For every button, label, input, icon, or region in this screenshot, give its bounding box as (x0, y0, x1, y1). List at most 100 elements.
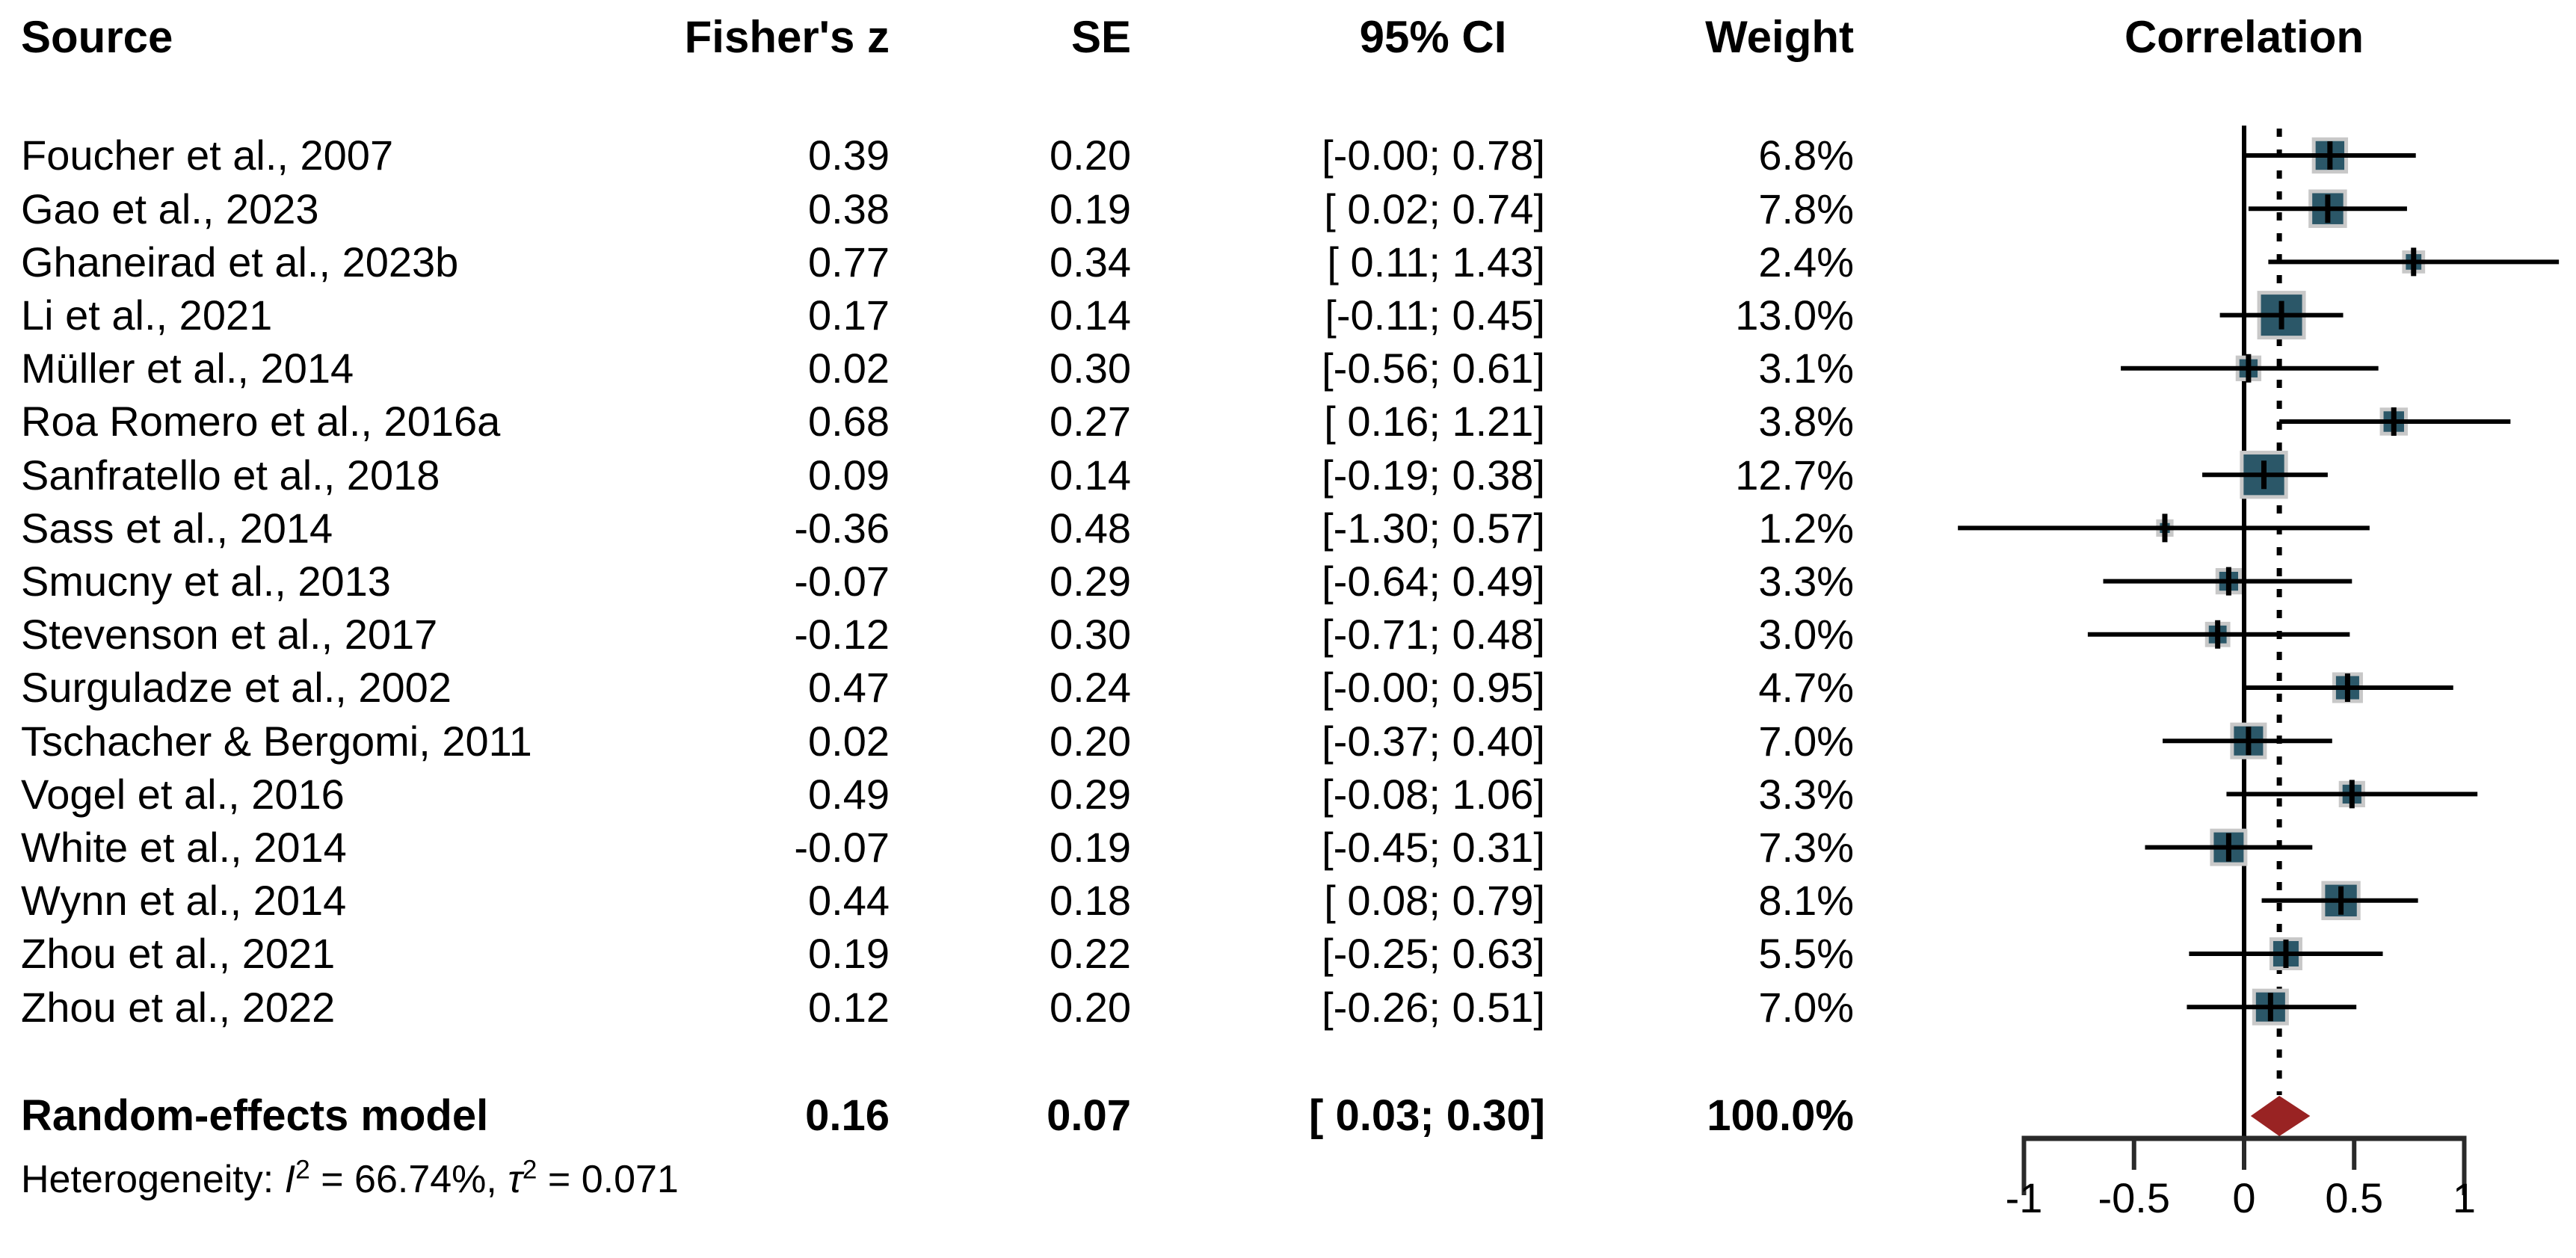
study-row: Foucher et al., 2007 0.39 0.20 [-0.00; 0.78… (0, 129, 2576, 182)
study-row: Sass et al., 2014 -0.36 0.48 [-1.30; 0.57] 1… (0, 502, 2576, 555)
column-header-se: SE (1070, 12, 1131, 62)
cell-fishers-z: -0.12 (794, 611, 890, 659)
summary-row: Random-effects model 0.16 0.07 [ 0.03; 0… (0, 1089, 2576, 1143)
cell-95ci: [-0.71; 0.48] (1322, 611, 1545, 659)
cell-fishers-z: 0.38 (808, 185, 890, 232)
cell-fishers-z: 0.02 (808, 717, 890, 765)
cell-se: 0.18 (1050, 877, 1131, 925)
cell-fishers-z: 0.77 (808, 238, 890, 286)
cell-se: 0.19 (1050, 185, 1131, 232)
cell-se: 0.20 (1050, 983, 1131, 1031)
summary-fishers-z: 0.16 (805, 1091, 890, 1141)
cell-weight: 3.3% (1758, 558, 1854, 605)
het-i-symbol: I (284, 1158, 296, 1201)
cell-fishers-z: 0.17 (808, 292, 890, 339)
study-row: Müller et al., 2014 0.02 0.30 [-0.56; 0.61]… (0, 342, 2576, 395)
cell-se: 0.29 (1050, 770, 1131, 818)
x-axis-tick-label: -1 (2006, 1174, 2043, 1221)
cell-95ci: [-0.25; 0.63] (1322, 930, 1545, 978)
cell-se: 0.30 (1050, 611, 1131, 659)
x-axis-tick-label: -0.5 (2098, 1174, 2171, 1221)
cell-fishers-z: 0.39 (808, 132, 890, 179)
study-row: Wynn et al., 2014 0.44 0.18 [ 0.08; 0.79] 8.… (0, 874, 2576, 927)
summary-95ci: [ 0.03; 0.30] (1309, 1091, 1545, 1141)
cell-source: Zhou et al., 2021 (21, 930, 336, 978)
summary-label: Random-effects model (21, 1091, 489, 1141)
cell-se: 0.19 (1050, 824, 1131, 871)
cell-weight: 3.1% (1758, 345, 1854, 392)
study-row: Smucny et al., 2013 -0.07 0.29 [-0.64; 0.49… (0, 555, 2576, 608)
cell-source: Surguladze et al., 2002 (21, 664, 452, 712)
x-axis-tick-label: 0 (2232, 1174, 2255, 1221)
cell-weight: 7.3% (1758, 824, 1854, 871)
cell-fishers-z: 0.47 (808, 664, 890, 712)
cell-se: 0.34 (1050, 238, 1131, 286)
study-row: Stevenson et al., 2017 -0.12 0.30 [-0.71; 0… (0, 608, 2576, 661)
study-row: White et al., 2014 -0.07 0.19 [-0.45; 0.31]… (0, 821, 2576, 874)
cell-weight: 2.4% (1758, 238, 1854, 286)
cell-se: 0.20 (1050, 132, 1131, 179)
cell-source: Stevenson et al., 2017 (21, 611, 438, 659)
cell-fishers-z: -0.36 (794, 504, 890, 552)
cell-source: Sass et al., 2014 (21, 504, 333, 552)
cell-fishers-z: 0.09 (808, 451, 890, 499)
study-row: Tschacher & Bergomi, 2011 0.02 0.20 [-0.37;… (0, 715, 2576, 768)
cell-se: 0.14 (1050, 451, 1131, 499)
cell-95ci: [-0.08; 1.06] (1322, 770, 1545, 818)
cell-source: Sanfratello et al., 2018 (21, 451, 440, 499)
cell-95ci: [ 0.16; 1.21] (1324, 398, 1545, 445)
cell-source: Li et al., 2021 (21, 292, 273, 339)
cell-fishers-z: 0.19 (808, 930, 890, 978)
het-prefix: Heterogeneity: (21, 1158, 285, 1201)
study-row: Sanfratello et al., 2018 0.09 0.14 [-0.19; … (0, 448, 2576, 502)
cell-weight: 6.8% (1758, 132, 1854, 179)
cell-source: Vogel et al., 2016 (21, 770, 345, 818)
study-row: Surguladze et al., 2002 0.47 0.24 [-0.00; 0… (0, 661, 2576, 714)
cell-95ci: [-0.56; 0.61] (1322, 345, 1545, 392)
cell-source: Ghaneirad et al., 2023b (21, 238, 459, 286)
cell-weight: 13.0% (1735, 292, 1854, 339)
cell-se: 0.29 (1050, 558, 1131, 605)
column-header-source: Source (21, 12, 173, 62)
heterogeneity-note: Heterogeneity: I2 = 66.74%, τ2 = 0.071 (21, 1156, 679, 1203)
cell-95ci: [ 0.08; 0.79] (1324, 877, 1545, 925)
x-axis-tick-label: 1 (2453, 1174, 2476, 1221)
cell-weight: 12.7% (1735, 451, 1854, 499)
cell-se: 0.24 (1050, 664, 1131, 712)
summary-weight: 100.0% (1707, 1091, 1854, 1141)
cell-source: Zhou et al., 2022 (21, 983, 336, 1031)
cell-source: Smucny et al., 2013 (21, 558, 391, 605)
cell-95ci: [-0.45; 0.31] (1322, 824, 1545, 871)
summary-se: 0.07 (1047, 1091, 1131, 1141)
study-row: Zhou et al., 2021 0.19 0.22 [-0.25; 0.63] 5.… (0, 927, 2576, 980)
cell-95ci: [-0.19; 0.38] (1322, 451, 1545, 499)
cell-source: Roa Romero et al., 2016a (21, 398, 501, 445)
cell-se: 0.14 (1050, 292, 1131, 339)
cell-95ci: [-0.64; 0.49] (1322, 558, 1545, 605)
cell-fishers-z: 0.44 (808, 877, 890, 925)
cell-se: 0.48 (1050, 504, 1131, 552)
study-row: Roa Romero et al., 2016a 0.68 0.27 [ 0.16; … (0, 395, 2576, 448)
cell-source: White et al., 2014 (21, 824, 347, 871)
cell-se: 0.20 (1050, 717, 1131, 765)
cell-fishers-z: -0.07 (794, 558, 890, 605)
cell-weight: 7.0% (1758, 983, 1854, 1031)
cell-weight: 1.2% (1758, 504, 1854, 552)
cell-95ci: [ 0.02; 0.74] (1324, 185, 1545, 232)
summary-diamond (2250, 1096, 2311, 1136)
study-row: Gao et al., 2023 0.38 0.19 [ 0.02; 0.74] 7.8… (0, 182, 2576, 235)
het-suffix: = 0.071 (537, 1158, 679, 1201)
het-mid: = 66.74%, (309, 1158, 508, 1201)
study-row: Li et al., 2021 0.17 0.14 [-0.11; 0.45] 13.0… (0, 289, 2576, 342)
column-header-correlation: Correlation (2124, 12, 2364, 62)
cell-weight: 3.3% (1758, 770, 1854, 818)
cell-se: 0.27 (1050, 398, 1131, 445)
het-tau-symbol: τ (508, 1158, 523, 1201)
column-header-weight: Weight (1705, 12, 1854, 62)
cell-se: 0.22 (1050, 930, 1131, 978)
cell-weight: 3.8% (1758, 398, 1854, 445)
cell-fishers-z: 0.68 (808, 398, 890, 445)
cell-fishers-z: 0.49 (808, 770, 890, 818)
